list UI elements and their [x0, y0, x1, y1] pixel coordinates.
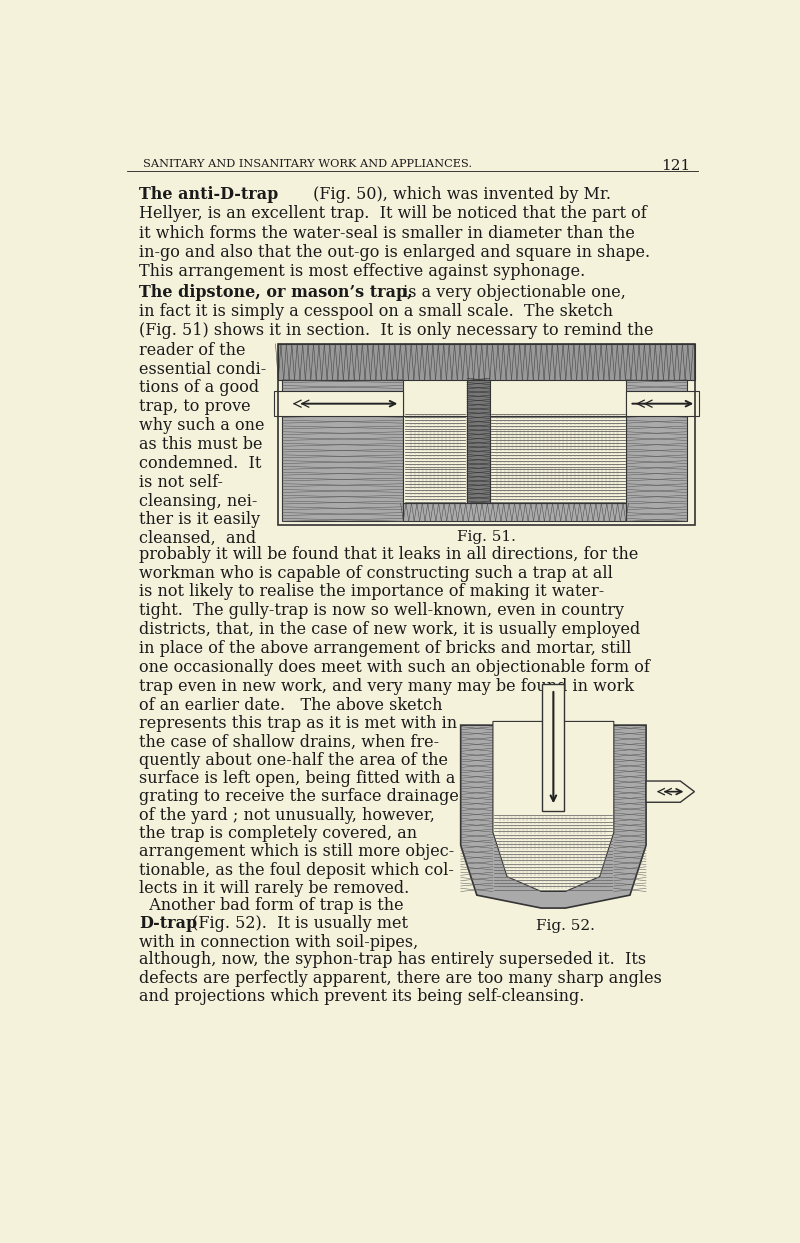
Text: workman who is capable of constructing such a trap at all: workman who is capable of constructing s… — [138, 564, 613, 582]
Text: This arrangement is most effective against syphonage.: This arrangement is most effective again… — [138, 264, 585, 280]
Text: of the yard ; not unusually, however,: of the yard ; not unusually, however, — [138, 807, 434, 824]
Text: The anti-D-trap: The anti-D-trap — [138, 186, 278, 203]
Polygon shape — [493, 721, 614, 891]
Text: essential condi-: essential condi- — [138, 360, 266, 378]
Text: and projections which prevent its being self-cleansing.: and projections which prevent its being … — [138, 988, 584, 1006]
Polygon shape — [467, 380, 490, 503]
Polygon shape — [490, 416, 626, 503]
Text: tight.  The gully-trap is now so well-known, even in country: tight. The gully-trap is now so well-kno… — [138, 603, 624, 619]
Text: lects in it will rarely be removed.: lects in it will rarely be removed. — [138, 880, 409, 897]
Text: The dipstone, or mason’s trap,: The dipstone, or mason’s trap, — [138, 283, 412, 301]
Text: defects are perfectly apparent, there are too many sharp angles: defects are perfectly apparent, there ar… — [138, 970, 662, 987]
Text: condemned.  It: condemned. It — [138, 455, 261, 472]
Text: of an earlier date.   The above sketch: of an earlier date. The above sketch — [138, 696, 442, 713]
Text: surface is left open, being fitted with a: surface is left open, being fitted with … — [138, 771, 455, 787]
Text: represents this trap as it is met with in: represents this trap as it is met with i… — [138, 715, 457, 732]
Text: is not likely to realise the importance of making it water-: is not likely to realise the importance … — [138, 583, 604, 600]
Text: arrangement which is still more objec-: arrangement which is still more objec- — [138, 844, 454, 860]
Text: is a very objectionable one,: is a very objectionable one, — [398, 283, 626, 301]
Text: is not self-: is not self- — [138, 474, 222, 491]
Text: trap even in new work, and very many may be found in work: trap even in new work, and very many may… — [138, 677, 634, 695]
Text: tionable, as the foul deposit which col-: tionable, as the foul deposit which col- — [138, 861, 454, 879]
Polygon shape — [626, 392, 699, 416]
Polygon shape — [542, 685, 565, 810]
Polygon shape — [626, 380, 687, 521]
Text: it which forms the water-seal is smaller in diameter than the: it which forms the water-seal is smaller… — [138, 225, 634, 241]
Text: in-go and also that the out-go is enlarged and square in shape.: in-go and also that the out-go is enlarg… — [138, 244, 650, 261]
Text: ther is it easily: ther is it easily — [138, 511, 260, 528]
Text: trap, to prove: trap, to prove — [138, 398, 250, 415]
Text: why such a one: why such a one — [138, 418, 264, 434]
Text: quently about one-half the area of the: quently about one-half the area of the — [138, 752, 448, 768]
Text: tions of a good: tions of a good — [138, 379, 259, 397]
Text: 121: 121 — [662, 159, 690, 173]
Text: the case of shallow drains, when fre-: the case of shallow drains, when fre- — [138, 733, 439, 751]
Text: (Fig. 52).  It is usually met: (Fig. 52). It is usually met — [187, 915, 408, 932]
Text: cleansing, nei-: cleansing, nei- — [138, 492, 257, 510]
Text: in place of the above arrangement of bricks and mortar, still: in place of the above arrangement of bri… — [138, 640, 631, 658]
Text: in fact it is simply a cesspool on a small scale.  The sketch: in fact it is simply a cesspool on a sma… — [138, 303, 613, 321]
Text: reader of the: reader of the — [138, 342, 246, 359]
Text: although, now, the syphon-trap has entirely superseded it.  Its: although, now, the syphon-trap has entir… — [138, 951, 646, 968]
Text: (Fig. 51) shows it in section.  It is only necessary to remind the: (Fig. 51) shows it in section. It is onl… — [138, 322, 654, 339]
Text: districts, that, in the case of new work, it is usually employed: districts, that, in the case of new work… — [138, 622, 640, 638]
Polygon shape — [403, 416, 467, 503]
Text: D-trap: D-trap — [138, 915, 197, 932]
Text: Hellyer, is an excellent trap.  It will be noticed that the part of: Hellyer, is an excellent trap. It will b… — [138, 205, 646, 222]
Text: (Fig. 50), which was invented by Mr.: (Fig. 50), which was invented by Mr. — [308, 186, 610, 203]
Text: Fig. 52.: Fig. 52. — [535, 919, 594, 933]
Polygon shape — [403, 503, 626, 521]
Text: Fig. 51.: Fig. 51. — [458, 530, 516, 543]
Text: Another bad form of trap is the: Another bad form of trap is the — [138, 897, 403, 914]
Text: as this must be: as this must be — [138, 436, 262, 452]
Text: the trap is completely covered, an: the trap is completely covered, an — [138, 825, 417, 842]
Text: grating to receive the surface drainage: grating to receive the surface drainage — [138, 788, 458, 805]
Text: with in connection with soil-pipes,: with in connection with soil-pipes, — [138, 933, 418, 951]
Polygon shape — [282, 380, 403, 521]
Text: one occasionally does meet with such an objectionable form of: one occasionally does meet with such an … — [138, 659, 650, 676]
Polygon shape — [646, 781, 694, 802]
Polygon shape — [461, 725, 646, 909]
Text: probably it will be found that it leaks in all directions, for the: probably it will be found that it leaks … — [138, 546, 638, 563]
Polygon shape — [278, 344, 695, 380]
Polygon shape — [274, 392, 403, 416]
Text: cleansed,  and: cleansed, and — [138, 531, 256, 547]
Text: SANITARY AND INSANITARY WORK AND APPLIANCES.: SANITARY AND INSANITARY WORK AND APPLIAN… — [142, 159, 472, 169]
